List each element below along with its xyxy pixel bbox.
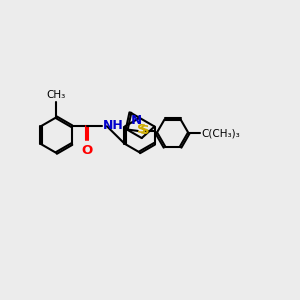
Text: S: S (137, 123, 146, 136)
Text: O: O (82, 144, 93, 157)
Text: C(CH₃)₃: C(CH₃)₃ (202, 128, 240, 138)
Text: NH: NH (103, 119, 124, 132)
Text: CH₃: CH₃ (47, 90, 66, 100)
Text: S: S (140, 124, 150, 136)
Text: N: N (131, 114, 142, 127)
